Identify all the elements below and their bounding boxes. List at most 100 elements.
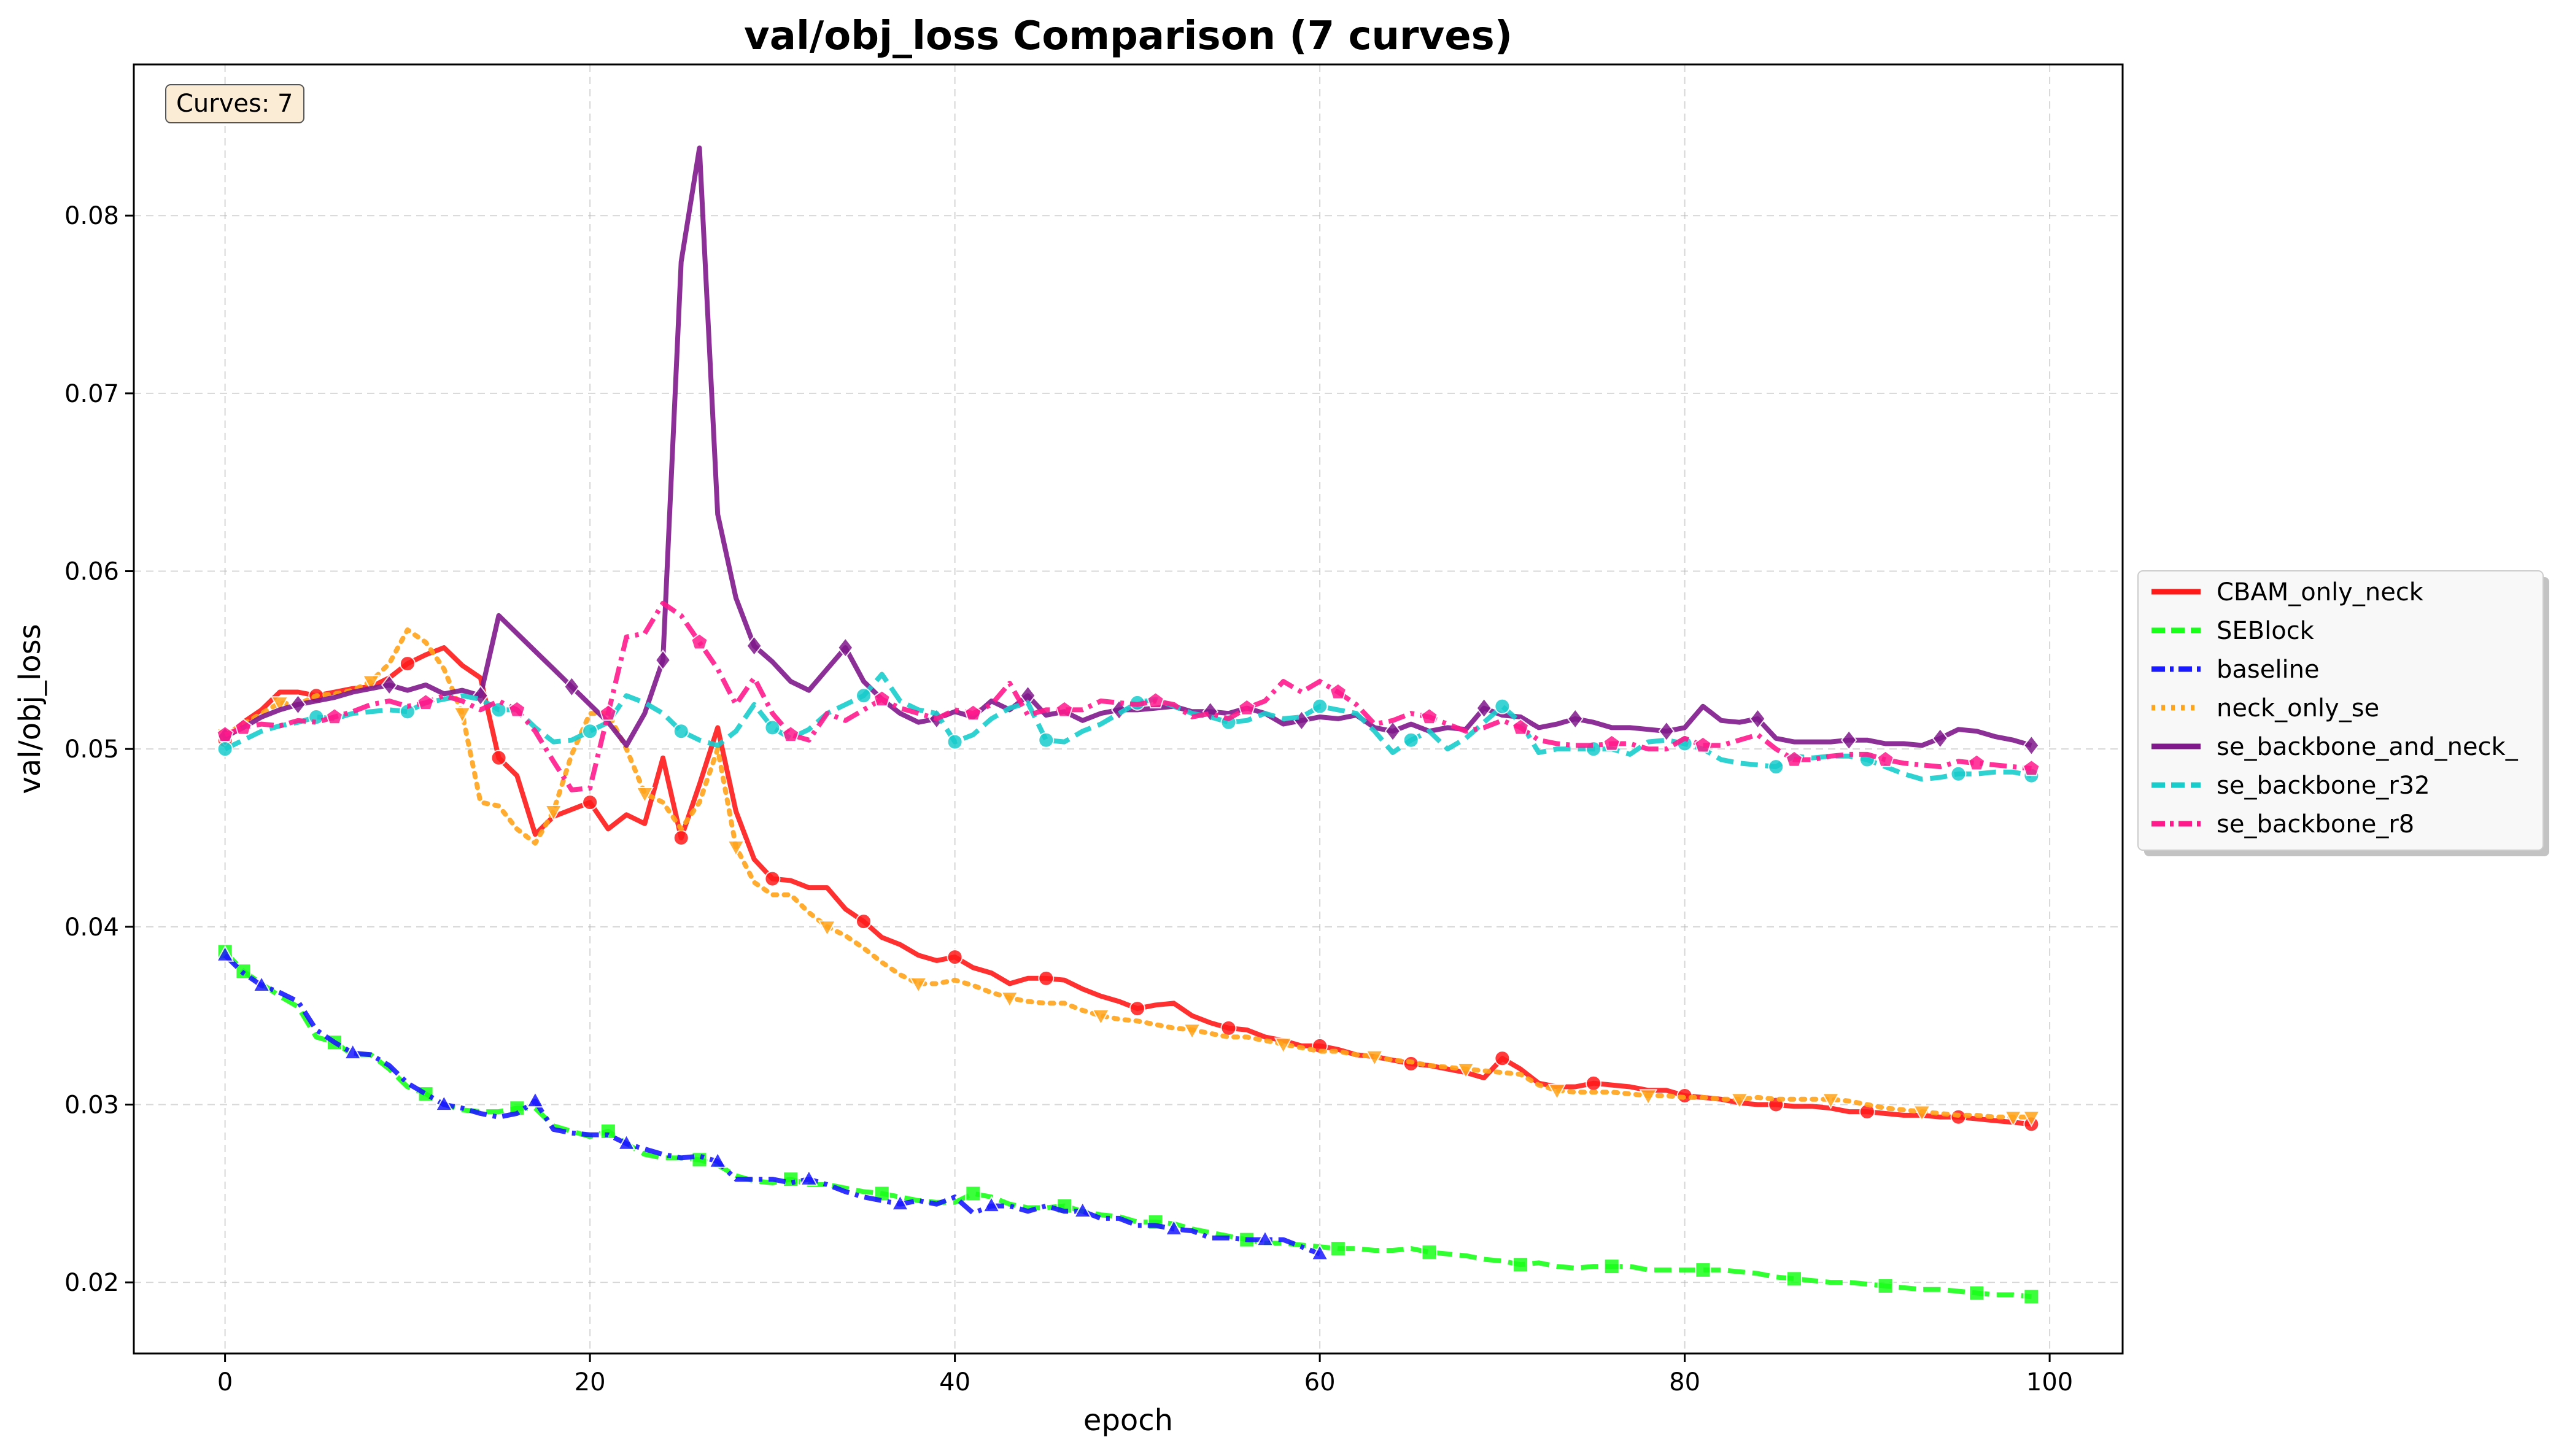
data-point-marker: [1603, 734, 1621, 751]
data-point-marker: [325, 707, 344, 725]
data-point-marker: [1403, 732, 1419, 748]
data-point-marker: [1329, 683, 1347, 700]
data-point-marker: [1365, 1050, 1384, 1067]
data-point-marker: [1183, 1023, 1201, 1040]
annotation-box: [165, 84, 304, 123]
data-point-marker: [1384, 720, 1401, 742]
data-point-marker: [1147, 691, 1164, 709]
data-point-marker: [2023, 759, 2040, 776]
data-point-marker: [1038, 970, 1055, 986]
data-point-marker: [1420, 707, 1438, 725]
data-point-marker: [508, 700, 526, 718]
data-point-marker: [435, 1094, 454, 1112]
data-point-marker: [1256, 1229, 1274, 1247]
y-tick-label: 0.06: [64, 558, 119, 586]
data-point-marker: [1129, 1001, 1145, 1017]
data-point-marker: [1038, 732, 1055, 748]
data-point-marker: [1311, 1244, 1330, 1261]
y-tick-label: 0.02: [64, 1269, 119, 1297]
data-point-marker: [1567, 708, 1584, 730]
data-point-marker: [799, 1169, 818, 1186]
data-point-marker: [1694, 736, 1712, 753]
data-point-marker: [781, 725, 800, 743]
data-point-marker: [1932, 727, 1949, 749]
data-point-marker: [563, 676, 580, 698]
y-tick-label: 0.08: [64, 202, 119, 230]
data-point-marker: [1110, 699, 1128, 721]
data-point-marker: [1695, 1261, 1711, 1278]
data-point-marker: [1658, 720, 1675, 742]
data-point-marker: [2022, 1110, 2041, 1128]
data-point-marker: [964, 704, 982, 721]
data-point-marker: [673, 830, 689, 846]
data-point-marker: [1073, 1201, 1092, 1218]
x-tick-label: 60: [1304, 1368, 1336, 1396]
annotation-text: Curves: 7: [176, 90, 293, 118]
data-point-marker: [1274, 1037, 1293, 1055]
data-point-marker: [270, 696, 289, 713]
data-point-marker: [1821, 1093, 1840, 1110]
series-line: [223, 645, 2032, 1127]
data-point-marker: [1749, 708, 1766, 730]
y-tick-label: 0.03: [64, 1091, 119, 1119]
data-point-marker: [490, 749, 507, 766]
data-point-marker: [399, 656, 416, 672]
data-point-marker: [1969, 1285, 1985, 1301]
y-tick-label: 0.04: [64, 913, 119, 942]
data-point-marker: [582, 723, 598, 740]
data-point-marker: [764, 870, 781, 887]
x-tick-label: 20: [575, 1368, 606, 1396]
data-point-marker: [417, 1086, 434, 1102]
data-point-marker: [215, 945, 234, 962]
data-point-marker: [599, 704, 618, 721]
data-point-marker: [544, 804, 563, 822]
data-point-marker: [909, 977, 928, 994]
x-tick-label: 40: [939, 1368, 970, 1396]
y-tick-label: 0.05: [64, 735, 119, 764]
plot-area-frame: [133, 63, 2124, 1355]
data-point-marker: [947, 949, 963, 966]
x-axis-label: epoch: [1083, 1403, 1173, 1438]
data-point-marker: [982, 1196, 1001, 1213]
data-point-marker: [362, 675, 381, 692]
legend-label: se_backbone_r8: [2217, 810, 2414, 838]
data-point-marker: [1091, 1009, 1110, 1026]
data-point-marker: [617, 1133, 636, 1150]
data-point-marker: [1876, 750, 1894, 767]
data-point-marker: [526, 1091, 544, 1108]
data-point-marker: [2004, 1110, 2023, 1128]
data-point-marker: [1494, 1050, 1511, 1067]
x-tick-label: 100: [2026, 1368, 2073, 1396]
data-point-marker: [1730, 1093, 1749, 1110]
data-point-marker: [252, 975, 271, 993]
data-point-marker: [2023, 1288, 2040, 1305]
grid-lines: [134, 64, 2123, 1353]
series-group: [215, 145, 2041, 1305]
data-point-marker: [1768, 759, 1784, 775]
series-line: [222, 627, 2034, 1120]
data-point-marker: [1421, 1244, 1438, 1260]
data-point-marker: [1511, 718, 1530, 735]
data-point-marker: [217, 741, 233, 757]
data-point-marker: [1164, 1218, 1183, 1236]
data-point-marker: [746, 635, 762, 657]
data-point-marker: [1494, 698, 1511, 714]
data-point-marker: [216, 725, 234, 743]
data-point-marker: [1220, 1020, 1237, 1036]
data-point-marker: [1585, 1075, 1601, 1091]
data-point-marker: [691, 633, 708, 650]
data-point-marker: [965, 1185, 982, 1202]
legend-label: CBAM_only_neck: [2217, 578, 2424, 606]
data-point-marker: [1786, 1271, 1802, 1287]
data-point-marker: [1512, 1257, 1529, 1273]
data-point-marker: [453, 707, 471, 724]
data-point-marker: [1913, 1105, 1931, 1122]
data-point-marker: [1330, 1241, 1346, 1257]
legend-label: neck_only_se: [2217, 694, 2379, 722]
data-point-marker: [891, 1194, 910, 1211]
curves-count-annotation: Curves: 7: [165, 84, 304, 123]
data-point-marker: [1547, 1083, 1567, 1101]
data-point-marker: [1457, 1062, 1475, 1080]
